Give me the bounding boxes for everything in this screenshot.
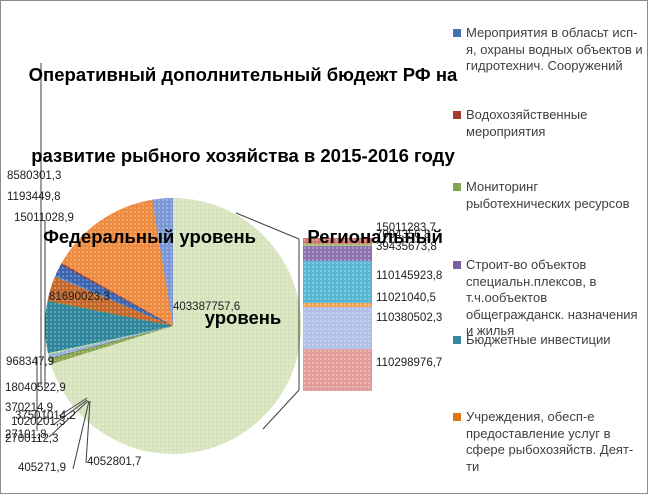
legend-swatch-purple — [453, 261, 461, 269]
bar-segment-4 — [303, 303, 372, 308]
bar-segment-2 — [303, 246, 372, 262]
legend-label: Мероприятия в обласьт исп-я, охраны водн… — [466, 25, 643, 73]
legend-item-budget-investments: Бюджетные инвестиции — [453, 332, 645, 349]
legend-swatch-green — [453, 183, 461, 191]
bar-segment-3 — [303, 261, 372, 304]
chart-title-line-2: развитие рыбного хозяйства в 2015-2016 г… — [31, 145, 455, 166]
value-label: 403387757,6 — [173, 301, 241, 313]
value-label: 110380502,3 — [376, 312, 443, 324]
legend-swatch-orange — [453, 413, 461, 421]
value-label: 7094356,8 — [376, 229, 431, 241]
value-label: 405271,9 — [18, 462, 66, 474]
value-label: 37501014,2 — [15, 410, 76, 422]
value-label: 11021040,5 — [376, 292, 436, 304]
legend-swatch-dark-red — [453, 111, 461, 119]
value-label: 370214,9 — [5, 402, 53, 414]
legend-label: Бюджетные инвестиции — [466, 332, 611, 347]
value-label: 1193449,8 — [7, 191, 61, 203]
bar-segment-0 — [303, 238, 372, 244]
pie-chart-federal-level — [45, 198, 301, 454]
value-label: 39435673,8 — [376, 241, 437, 253]
chart-subtitle-levels: Федеральный уровень Региональный — [43, 226, 443, 247]
value-label: 27101,8 — [5, 429, 47, 441]
value-label: 110298976,7 — [376, 357, 443, 369]
legend-label: Водохозяйственные мероприятия — [466, 107, 588, 139]
value-label: 15011283,7 — [376, 222, 436, 234]
chart-title-line-1: Оперативный дополнительный бюдежт РФ на — [28, 64, 458, 85]
bar-segment-5 — [303, 307, 372, 350]
legend-label: Учреждения, обесп-е предоставление услуг… — [466, 409, 634, 474]
value-label: 81690023,3 — [49, 291, 110, 303]
legend-label: Строит-во объектов специальн.плексов, в … — [466, 257, 638, 338]
legend-label: Мониторинг рыботехнических ресурсов — [466, 179, 630, 211]
bar-segment-1 — [303, 243, 372, 247]
legend-item-monitoring: Мониторинг рыботехнических ресурсов — [453, 179, 645, 212]
value-label: 2700112,3 — [5, 433, 59, 445]
bar-segment-6 — [303, 349, 372, 391]
legend-item-water-management: Водохозяйственные мероприятия — [453, 107, 645, 140]
legend-swatch-teal — [453, 336, 461, 344]
value-label: 968347,9 — [6, 356, 54, 368]
value-label: 1020201,3 — [11, 416, 66, 428]
legend-item-water-objects: Мероприятия в обласьт исп-я, охраны водн… — [453, 25, 645, 75]
value-label: 15011028,9 — [14, 212, 74, 224]
value-label: 18040522,9 — [5, 382, 66, 394]
chart-title: Оперативный дополнительный бюдежт РФ на … — [5, 7, 481, 385]
legend-item-institutions: Учреждения, обесп-е предоставление услуг… — [453, 409, 645, 475]
legend-swatch-blue — [453, 29, 461, 37]
value-label: 8580301,3 — [7, 170, 62, 182]
chart-subtitle-cont: уровень — [204, 307, 282, 328]
stacked-bar-regional-level — [303, 238, 372, 391]
value-label: 4052801,7 — [87, 456, 142, 468]
value-label: 110145923,8 — [376, 270, 443, 282]
legend-item-construction: Строит-во объектов специальн.плексов, в … — [453, 257, 645, 340]
